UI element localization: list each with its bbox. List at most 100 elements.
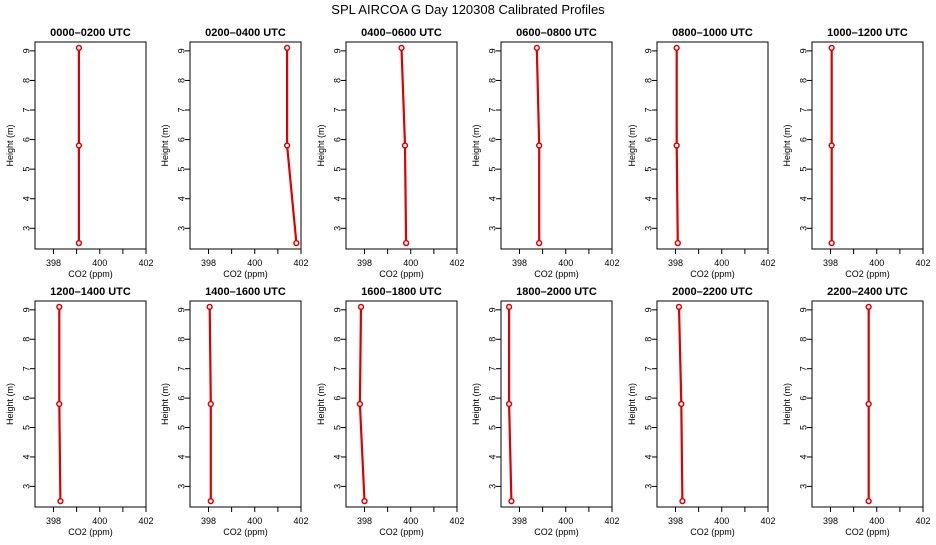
x-axis-label: CO2 (ppm) bbox=[379, 527, 424, 537]
y-tick-label: 5 bbox=[487, 167, 497, 172]
plot-frame bbox=[811, 41, 924, 250]
data-point bbox=[828, 44, 835, 52]
y-tick-label: 3 bbox=[332, 226, 342, 231]
y-tick-label: 4 bbox=[21, 454, 31, 459]
x-tick-label: 402 bbox=[604, 516, 619, 526]
y-tick-label: 3 bbox=[332, 484, 342, 489]
plot-frame bbox=[34, 300, 147, 508]
data-point bbox=[293, 239, 300, 247]
y-tick-label: 4 bbox=[643, 196, 653, 201]
data-point bbox=[673, 44, 680, 52]
y-tick-label: 7 bbox=[21, 108, 31, 113]
x-tick-label: 400 bbox=[247, 516, 262, 526]
data-point bbox=[283, 44, 291, 52]
plot-frame bbox=[656, 300, 769, 508]
y-tick-label: 7 bbox=[176, 366, 186, 371]
x-axis-label: CO2 (ppm) bbox=[534, 269, 579, 279]
y-tick-label: 7 bbox=[643, 366, 653, 371]
x-axis-label: CO2 (ppm) bbox=[534, 527, 579, 537]
y-tick-label: 7 bbox=[332, 108, 342, 113]
panel-title: 1000–1200 UTC bbox=[827, 27, 908, 39]
x-tick-label: 400 bbox=[869, 516, 884, 526]
panel-2: 0200–0400 UTC 398 400 402 3 4 5 6 7 8 9 CO2 (ppm) He… bbox=[160, 27, 309, 279]
y-tick-label: 9 bbox=[643, 307, 653, 312]
y-tick-label: 6 bbox=[21, 396, 31, 401]
y-tick-label: 9 bbox=[643, 48, 653, 53]
y-tick-label: 9 bbox=[487, 307, 497, 312]
y-tick-label: 5 bbox=[643, 167, 653, 172]
y-tick-label: 6 bbox=[176, 137, 186, 142]
x-tick-label: 400 bbox=[247, 258, 262, 268]
y-tick-label: 8 bbox=[487, 337, 497, 342]
plot-frame bbox=[811, 300, 924, 508]
data-point bbox=[75, 44, 83, 52]
data-point bbox=[357, 303, 365, 311]
y-tick-label: 4 bbox=[176, 454, 186, 459]
y-tick-label: 4 bbox=[21, 196, 31, 201]
x-tick-label: 400 bbox=[92, 516, 107, 526]
y-tick-label: 9 bbox=[487, 48, 497, 53]
panel-title: 0000–0200 UTC bbox=[50, 27, 131, 39]
y-tick-label: 4 bbox=[332, 454, 342, 459]
y-axis-label: Height (m) bbox=[5, 383, 15, 425]
y-tick-label: 8 bbox=[176, 78, 186, 83]
data-point bbox=[398, 44, 405, 52]
data-point bbox=[675, 303, 683, 311]
y-axis-label: Height (m) bbox=[316, 383, 326, 425]
x-tick-label: 402 bbox=[604, 258, 619, 268]
data-point bbox=[356, 400, 364, 408]
y-tick-label: 6 bbox=[643, 137, 653, 142]
x-tick-label: 398 bbox=[823, 516, 838, 526]
x-tick-label: 402 bbox=[293, 516, 308, 526]
y-tick-label: 4 bbox=[643, 454, 653, 459]
data-point bbox=[401, 142, 409, 149]
plot-frame bbox=[656, 41, 769, 250]
y-tick-label: 4 bbox=[176, 196, 186, 201]
x-tick-label: 398 bbox=[668, 258, 683, 268]
data-point bbox=[361, 497, 368, 505]
panel-title: 0400–0600 UTC bbox=[361, 27, 442, 39]
x-axis-label: CO2 (ppm) bbox=[379, 269, 424, 279]
x-tick-label: 398 bbox=[512, 516, 527, 526]
panel-4: 0600–0800 UTC 398 400 402 3 4 5 6 7 8 9 CO2 (ppm) He… bbox=[471, 27, 620, 279]
x-tick-label: 400 bbox=[403, 516, 418, 526]
data-point bbox=[828, 239, 835, 247]
y-tick-label: 6 bbox=[487, 137, 497, 142]
panel-12: 2200–2400 UTC 398 400 402 3 4 5 6 7 8 9 CO2 (ppm) He… bbox=[782, 286, 931, 537]
x-tick-label: 398 bbox=[823, 258, 838, 268]
y-tick-label: 3 bbox=[798, 226, 808, 231]
y-tick-label: 8 bbox=[643, 78, 653, 83]
y-axis-label: Height (m) bbox=[471, 124, 481, 166]
panel-10: 1800–2000 UTC 398 400 402 3 4 5 6 7 8 9 CO2 (ppm) He… bbox=[471, 286, 620, 537]
panel-title: 1400–1600 UTC bbox=[205, 286, 286, 298]
plot-frame bbox=[189, 300, 302, 508]
x-tick-label: 400 bbox=[714, 516, 729, 526]
y-tick-label: 6 bbox=[643, 396, 653, 401]
x-tick-label: 400 bbox=[869, 258, 884, 268]
data-point bbox=[674, 239, 681, 247]
x-tick-label: 398 bbox=[357, 516, 372, 526]
y-tick-label: 6 bbox=[21, 137, 31, 142]
x-tick-label: 402 bbox=[915, 516, 930, 526]
y-tick-label: 5 bbox=[798, 167, 808, 172]
y-tick-label: 3 bbox=[176, 484, 186, 489]
x-tick-label: 400 bbox=[403, 258, 418, 268]
plot-frame bbox=[500, 300, 613, 508]
x-tick-label: 398 bbox=[357, 258, 372, 268]
x-tick-label: 402 bbox=[138, 258, 153, 268]
x-axis-label: CO2 (ppm) bbox=[845, 269, 890, 279]
y-tick-label: 5 bbox=[21, 425, 31, 430]
x-tick-label: 402 bbox=[449, 516, 464, 526]
y-axis-label: Height (m) bbox=[627, 124, 637, 166]
y-axis-label: Height (m) bbox=[316, 124, 326, 166]
data-point bbox=[206, 303, 213, 311]
plot-frame bbox=[189, 41, 302, 250]
y-tick-label: 4 bbox=[487, 454, 497, 459]
y-tick-label: 8 bbox=[487, 78, 497, 83]
x-axis-label: CO2 (ppm) bbox=[68, 527, 113, 537]
y-tick-label: 8 bbox=[21, 78, 31, 83]
plot-frame bbox=[345, 300, 458, 508]
x-tick-label: 398 bbox=[46, 516, 61, 526]
data-point bbox=[505, 400, 513, 408]
y-tick-label: 3 bbox=[643, 226, 653, 231]
